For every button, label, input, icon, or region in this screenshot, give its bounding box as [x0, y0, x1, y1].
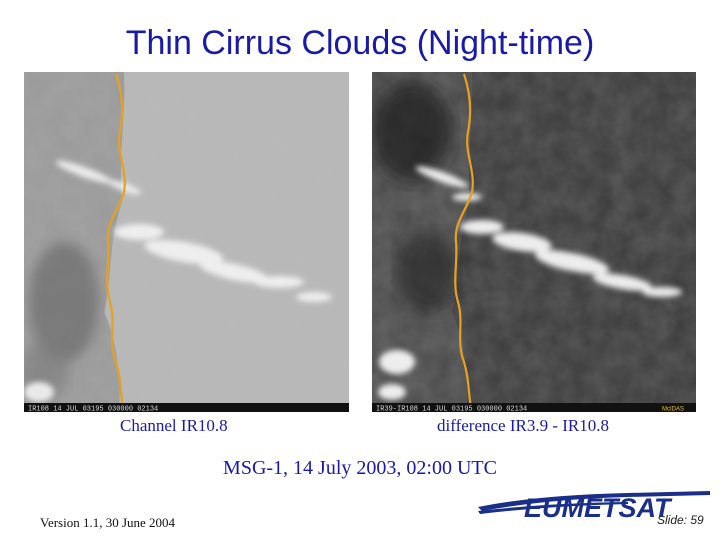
slide-title: Thin Cirrus Clouds (Night-time) [125, 24, 595, 62]
satellite-image-ir108: IR108 14 JUL 03195 030000 02134 [24, 72, 349, 412]
svg-text:EUMETSAT: EUMETSAT [524, 493, 673, 523]
slide-number: Slide: 59 [657, 513, 704, 527]
caption-left: Channel IR10.8 [120, 416, 228, 435]
svg-text:McIDAS: McIDAS [662, 407, 684, 413]
satellite-image-difference: IR39-IR108 14 JUL 03195 030000 02134 McI… [372, 72, 696, 412]
svg-text:IR108 14 JUL 03195 030000 021: IR108 14 JUL 03195 030000 02134 [28, 406, 158, 413]
subtitle: MSG-1, 14 July 2003, 02:00 UTC [223, 457, 497, 479]
svg-text:IR39-IR108 14 JUL 03195 03000: IR39-IR108 14 JUL 03195 030000 02134 [376, 406, 527, 413]
caption-right: difference IR3.9 - IR10.8 [437, 416, 609, 435]
version-label: Version 1.1, 30 June 2004 [40, 515, 176, 530]
eumetsat-logo: EUMETSAT [478, 487, 710, 523]
